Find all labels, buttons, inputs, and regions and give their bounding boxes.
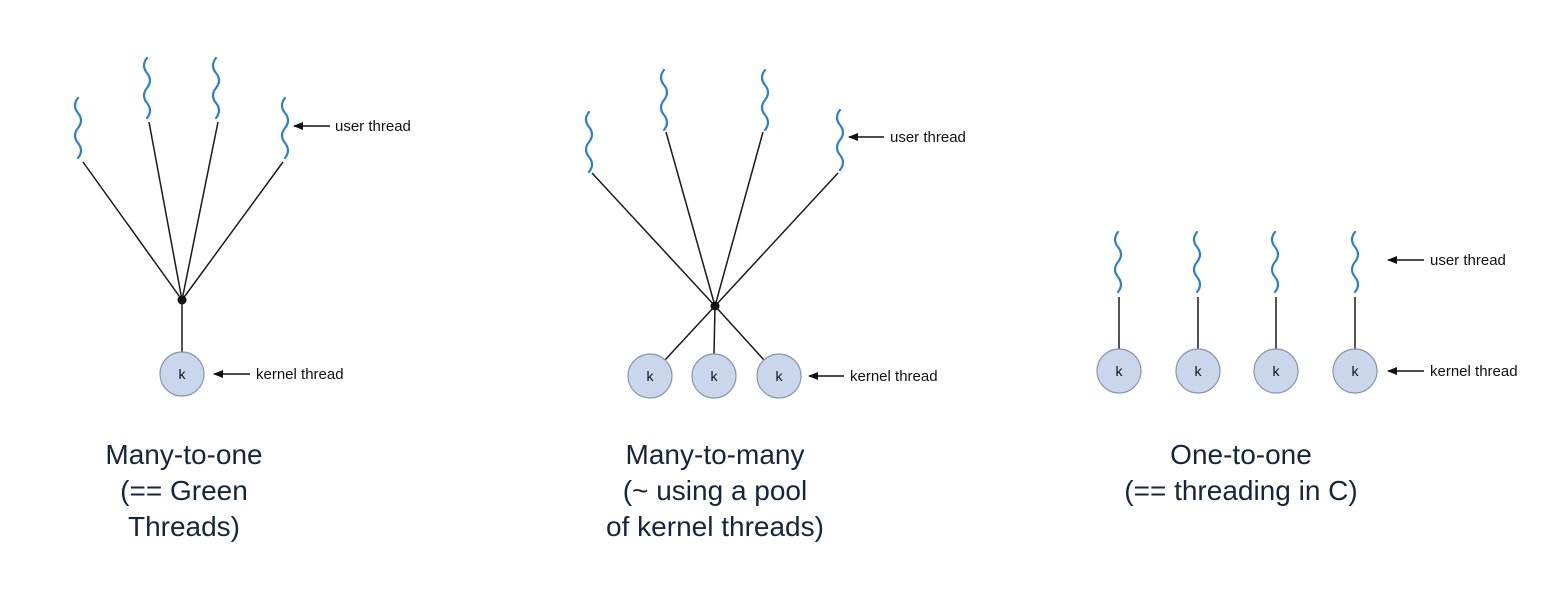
link-line bbox=[664, 305, 716, 361]
kernel-thread-letter: k bbox=[1195, 363, 1203, 379]
many-to-one-caption: Many-to-one (== Green Threads) bbox=[24, 437, 344, 545]
caption-line: of kernel threads) bbox=[606, 511, 824, 542]
kernel-thread-circle bbox=[756, 353, 802, 399]
kernel-thread-letter: k bbox=[179, 366, 187, 382]
kernel-thread-circle bbox=[1175, 348, 1221, 394]
caption-line: (~ using a pool bbox=[622, 475, 808, 506]
kernel-thread-letter: k bbox=[1352, 363, 1360, 379]
user-thread-label: user thread bbox=[890, 129, 966, 146]
user-thread-1-icon bbox=[73, 96, 83, 160]
one-to-one-caption: One-to-one (== threading in C) bbox=[1081, 437, 1401, 509]
kernel-thread-letter: k bbox=[1116, 363, 1124, 379]
link-line bbox=[181, 121, 219, 301]
user-thread-4-icon bbox=[835, 108, 845, 172]
link-line bbox=[82, 161, 183, 301]
one-to-one-model: k k k k user thread kernel thread bbox=[1096, 230, 1518, 394]
many-to-one-model: k user thread kernel thread bbox=[73, 56, 411, 397]
link-line bbox=[591, 172, 716, 307]
user-thread-4-icon bbox=[280, 96, 290, 160]
user-thread-label: user thread bbox=[1430, 252, 1506, 269]
user-thread-2-icon bbox=[142, 56, 152, 120]
kernel-thread-circle bbox=[1253, 348, 1299, 394]
user-thread-3-icon bbox=[1270, 230, 1280, 294]
caption-line: Many-to-one bbox=[105, 439, 263, 470]
kernel-thread-circle bbox=[159, 351, 205, 397]
kernel-thread-label: kernel thread bbox=[850, 368, 938, 385]
link-line bbox=[148, 121, 183, 301]
user-thread-3-icon bbox=[760, 68, 770, 132]
kernel-thread-circle bbox=[627, 353, 673, 399]
kernel-thread-label: kernel thread bbox=[1430, 363, 1518, 380]
kernel-thread-letter: k bbox=[711, 368, 719, 384]
caption-line: (== threading in C) bbox=[1124, 475, 1358, 506]
caption-line: (== Green bbox=[120, 475, 248, 506]
link-line bbox=[714, 131, 764, 307]
kernel-thread-letter: k bbox=[1273, 363, 1281, 379]
user-thread-1-icon bbox=[584, 110, 594, 174]
link-line bbox=[713, 305, 716, 355]
link-line bbox=[665, 131, 716, 307]
link-line bbox=[714, 172, 839, 307]
many-to-many-caption: Many-to-many (~ using a pool of kernel t… bbox=[555, 437, 875, 545]
caption-line: One-to-one bbox=[1170, 439, 1312, 470]
kernel-thread-letter: k bbox=[647, 368, 655, 384]
link-line bbox=[714, 305, 765, 361]
caption-line: Threads) bbox=[127, 511, 241, 542]
kernel-thread-circle bbox=[691, 353, 737, 399]
user-thread-3-icon bbox=[211, 56, 221, 120]
kernel-thread-label: kernel thread bbox=[256, 366, 344, 383]
kernel-thread-circle bbox=[1096, 348, 1142, 394]
user-thread-label: user thread bbox=[335, 118, 411, 135]
kernel-thread-letter: k bbox=[776, 368, 784, 384]
user-thread-1-icon bbox=[1113, 230, 1123, 294]
link-line bbox=[181, 161, 284, 301]
kernel-thread-circle bbox=[1332, 348, 1378, 394]
many-to-many-model: k k k user thread kernel thread bbox=[584, 68, 966, 399]
user-thread-2-icon bbox=[1192, 230, 1202, 294]
user-thread-2-icon bbox=[659, 68, 669, 132]
user-thread-4-icon bbox=[1350, 230, 1360, 294]
caption-line: Many-to-many bbox=[625, 439, 805, 470]
